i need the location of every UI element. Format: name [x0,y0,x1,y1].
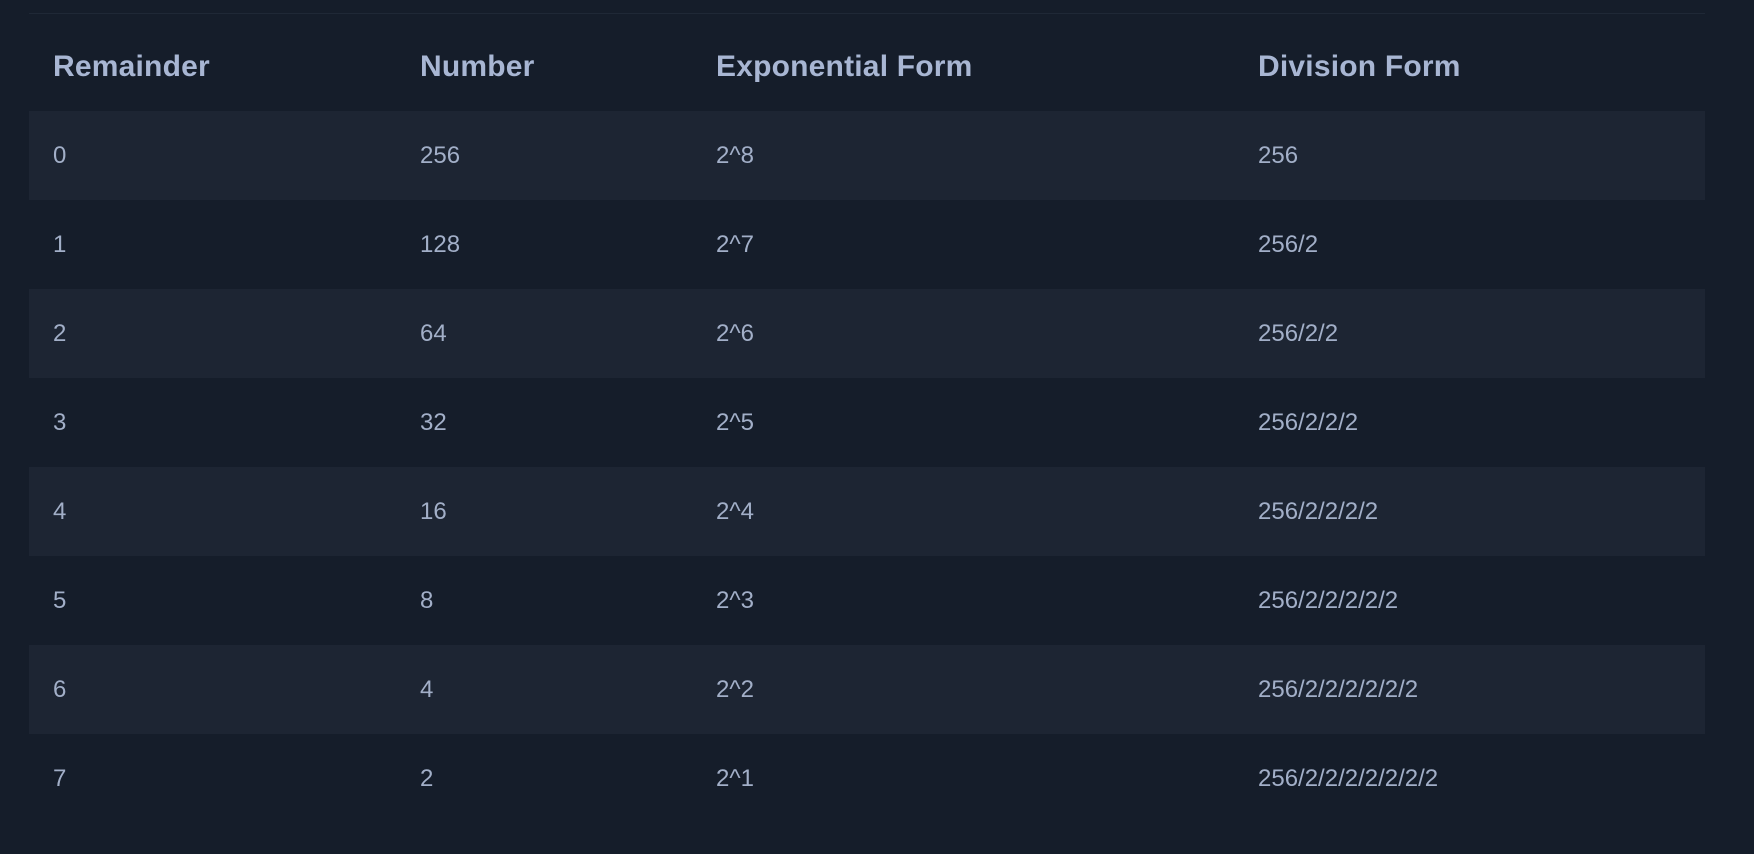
cell-remainder: 7 [53,764,67,792]
cell-number: 128 [420,230,461,258]
cell-number: 2 [420,764,434,792]
cell-exponential-form: 2^6 [716,319,754,347]
cell-exponential-form: 2^1 [716,764,754,792]
cell-number: 4 [420,675,434,703]
cell-division-form: 256/2/2/2/2/2/2/2 [1258,764,1439,792]
cell-remainder: 2 [53,319,67,347]
cell-remainder: 4 [53,497,67,525]
cell-division-form: 256/2/2 [1258,319,1339,347]
header-exponential-form: Exponential Form [716,49,973,83]
cell-exponential-form: 2^3 [716,586,754,614]
cell-remainder: 3 [53,408,67,436]
cell-division-form: 256/2/2/2/2/2 [1258,586,1399,614]
header-division-form: Division Form [1258,49,1461,83]
cell-division-form: 256/2/2/2 [1258,408,1359,436]
cell-division-form: 256/2/2/2/2/2/2 [1258,675,1419,703]
table-row: 6 4 2^2 256/2/2/2/2/2/2 [29,645,1705,734]
cell-number: 256 [420,141,461,169]
table-row: 5 8 2^3 256/2/2/2/2/2 [29,556,1705,645]
cell-exponential-form: 2^4 [716,497,754,525]
table-row: 3 32 2^5 256/2/2/2 [29,378,1705,467]
cell-number: 64 [420,319,447,347]
table-row: 4 16 2^4 256/2/2/2/2 [29,467,1705,556]
cell-division-form: 256 [1258,141,1299,169]
cell-number: 16 [420,497,447,525]
cell-exponential-form: 2^8 [716,141,754,169]
header-number: Number [420,49,535,83]
header-remainder: Remainder [53,49,210,83]
cell-exponential-form: 2^7 [716,230,754,258]
table-header-row: Remainder Number Exponential Form Divisi… [29,22,1705,111]
cell-number: 8 [420,586,434,614]
top-divider [29,13,1705,14]
cell-division-form: 256/2/2/2/2 [1258,497,1379,525]
cell-exponential-form: 2^5 [716,408,754,436]
table-row: 1 128 2^7 256/2 [29,200,1705,289]
table-row: 2 64 2^6 256/2/2 [29,289,1705,378]
cell-remainder: 6 [53,675,67,703]
cell-remainder: 5 [53,586,67,614]
cell-remainder: 0 [53,141,67,169]
cell-number: 32 [420,408,447,436]
table-row: 7 2 2^1 256/2/2/2/2/2/2/2 [29,734,1705,823]
cell-division-form: 256/2 [1258,230,1319,258]
table-row: 0 256 2^8 256 [29,111,1705,200]
cell-exponential-form: 2^2 [716,675,754,703]
powers-of-two-table: Remainder Number Exponential Form Divisi… [29,22,1705,823]
cell-remainder: 1 [53,230,67,258]
